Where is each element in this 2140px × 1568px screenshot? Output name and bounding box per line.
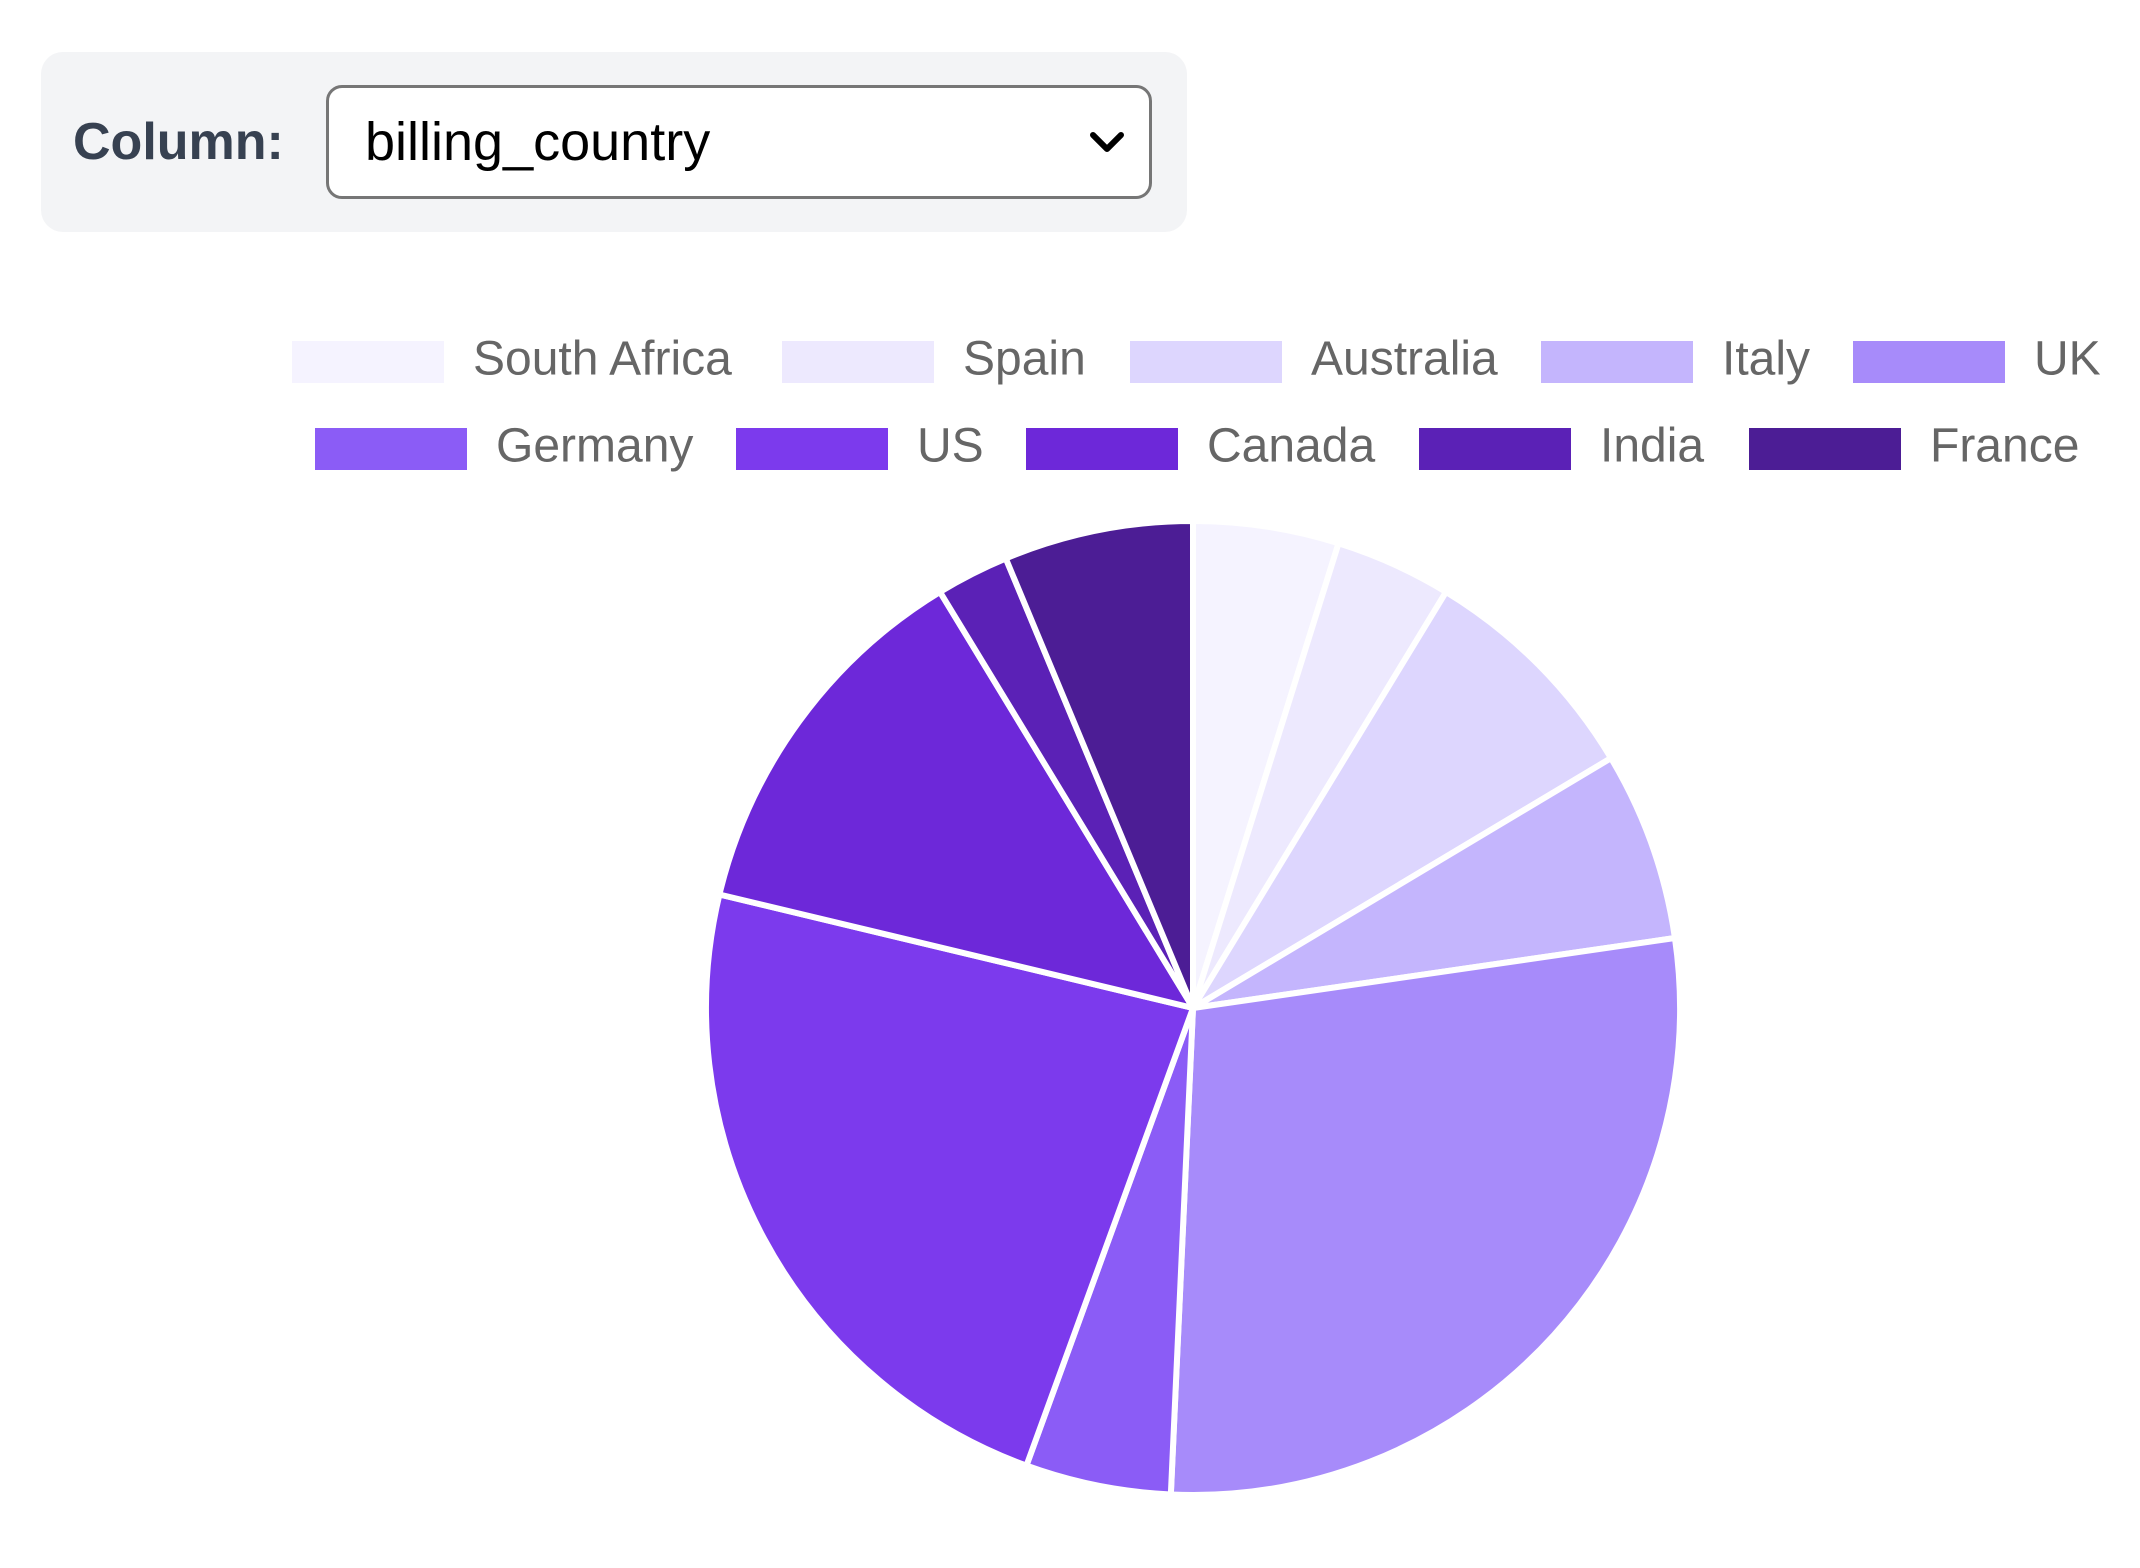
legend-swatch-south-africa[interactable]	[292, 341, 444, 383]
legend-label-spain[interactable]: Spain	[963, 333, 1086, 386]
column-label: Column:	[73, 113, 284, 171]
pie-slice-us[interactable]	[703, 891, 1196, 1469]
column-select[interactable]: billing_country	[326, 85, 1152, 199]
legend-swatch-spain[interactable]	[782, 341, 934, 383]
legend-label-australia[interactable]: Australia	[1311, 333, 1498, 386]
legend-swatch-canada[interactable]	[1026, 428, 1178, 470]
column-select-value: billing_country	[365, 112, 711, 172]
legend-label-south-africa[interactable]: South Africa	[473, 333, 732, 386]
legend-swatch-uk[interactable]	[1853, 341, 2005, 383]
legend-label-italy[interactable]: Italy	[1722, 333, 1810, 386]
pie-slice-italy[interactable]	[1190, 755, 1678, 1011]
pie-slice-uk[interactable]	[1167, 935, 1683, 1498]
pie-slice-australia[interactable]	[1190, 588, 1615, 1011]
legend-swatch-france[interactable]	[1749, 428, 1901, 470]
legend-swatch-india[interactable]	[1419, 428, 1571, 470]
pie-slice-france[interactable]	[1002, 518, 1196, 1011]
legend-swatch-germany[interactable]	[315, 428, 467, 470]
chart-legend: South Africa Spain Australia Italy UK Germany…	[292, 333, 2101, 473]
column-control-panel: Column: billing_country	[41, 52, 1187, 232]
legend-swatch-australia[interactable]	[1130, 341, 1282, 383]
chevron-down-icon	[1090, 132, 1124, 152]
legend-swatch-italy[interactable]	[1541, 341, 1693, 383]
legend-label-us[interactable]: US	[917, 420, 984, 473]
pie-slice-canada[interactable]	[716, 588, 1196, 1011]
pie-chart: South Africa Spain Australia Italy UK Germany…	[292, 333, 2101, 1498]
legend-label-uk[interactable]: UK	[2034, 333, 2101, 386]
legend-label-canada[interactable]: Canada	[1207, 420, 1375, 473]
legend-label-india[interactable]: India	[1600, 420, 1704, 473]
legend-label-germany[interactable]: Germany	[496, 420, 693, 473]
pie-slices	[703, 518, 1683, 1498]
legend-swatch-us[interactable]	[736, 428, 888, 470]
legend-label-france[interactable]: France	[1930, 420, 2079, 473]
